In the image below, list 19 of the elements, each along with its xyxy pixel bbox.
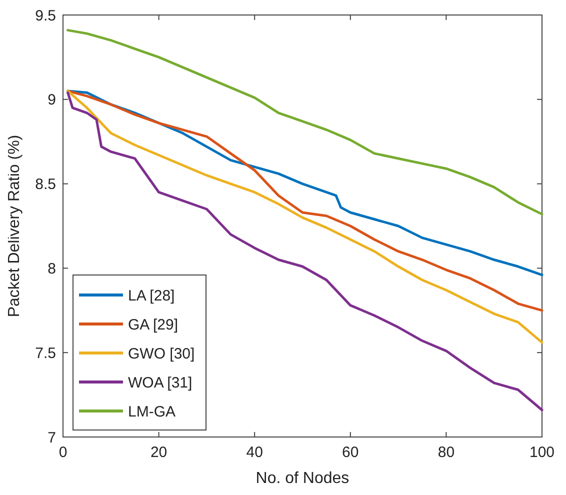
x-tick-label: 0: [58, 444, 68, 461]
y-tick-label: 8: [48, 260, 56, 278]
y-tick-label: 9: [48, 92, 56, 109]
y-tick-label: 8.5: [35, 176, 56, 194]
x-tick-label: 40: [246, 444, 263, 461]
x-tick-label: 20: [150, 444, 168, 461]
legend-label: GWO [30]: [128, 345, 195, 362]
y-tick-label: 7: [48, 429, 56, 446]
legend-label: LM-GA: [128, 403, 176, 420]
y-tick-label: 9.5: [35, 7, 56, 24]
legend-label: WOA [31]: [128, 374, 192, 392]
legend-label: GA [29]: [128, 316, 178, 334]
legend-label: LA [28]: [128, 287, 175, 304]
x-axis-title: No. of Nodes: [256, 470, 350, 487]
x-tick-label: 100: [529, 444, 555, 461]
line-series: [66, 28, 544, 216]
y-tick-label: 7.5: [35, 344, 56, 362]
x-tick-label: 60: [342, 444, 359, 461]
x-tick-label: 80: [438, 444, 455, 461]
